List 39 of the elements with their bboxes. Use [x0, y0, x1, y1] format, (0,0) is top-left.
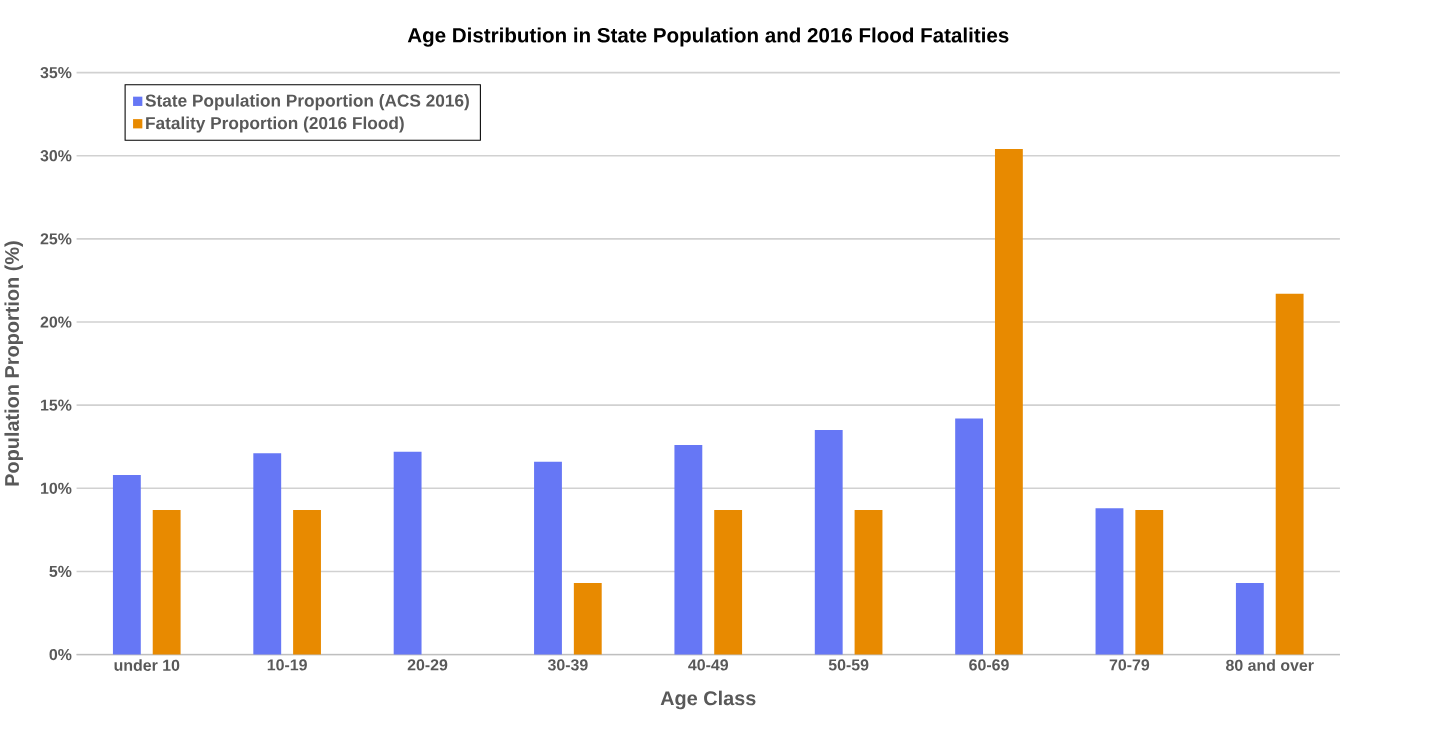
bar: [1235, 583, 1264, 655]
x-tick-label: 40-49: [688, 659, 729, 671]
y-tick-label: 5%: [49, 565, 72, 577]
x-tick-label: 70-79: [1109, 659, 1150, 671]
chart-title: Age Distribution in State Population and 2016 Flood Fatalities: [407, 27, 1009, 47]
bar: [814, 430, 843, 655]
bar: [393, 451, 422, 655]
bar: [854, 509, 883, 655]
bar: [994, 149, 1023, 655]
x-tick-label: 60-69: [969, 659, 1009, 671]
x-tick-label: 50-59: [828, 659, 869, 671]
x-tick-label: 20-29: [407, 659, 448, 671]
x-tick-label: 30-39: [547, 659, 588, 671]
bar: [714, 509, 743, 655]
y-tick-label: 0%: [49, 648, 72, 661]
bar: [534, 461, 562, 655]
y-tick-label: 15%: [41, 399, 72, 411]
bar: [293, 509, 321, 655]
bar: [1095, 508, 1124, 655]
legend-label: State Population Proportion (ACS 2016): [145, 94, 469, 111]
bar: [1275, 293, 1304, 655]
bar: [152, 509, 181, 655]
y-tick-label: 20%: [40, 316, 72, 328]
legend-label: Fatality Proportion (2016 Flood): [146, 116, 404, 133]
y-axis-title: Population Proportion (%): [4, 241, 23, 486]
bar: [253, 453, 282, 655]
y-tick-label: 30%: [40, 150, 72, 162]
y-tick-label: 25%: [40, 233, 72, 245]
y-tick-label: 10%: [41, 482, 72, 494]
x-tick-label: 80 and over: [1226, 659, 1314, 671]
x-tick-label: under 10: [114, 659, 180, 671]
bar: [112, 474, 141, 655]
bar: [955, 418, 984, 655]
bar: [1135, 509, 1164, 655]
bar: [573, 583, 602, 655]
x-axis-title: Age Class: [660, 690, 756, 710]
x-tick-label: 10-19: [267, 659, 307, 671]
y-tick-label: 35%: [40, 66, 72, 79]
bar: [674, 445, 703, 655]
